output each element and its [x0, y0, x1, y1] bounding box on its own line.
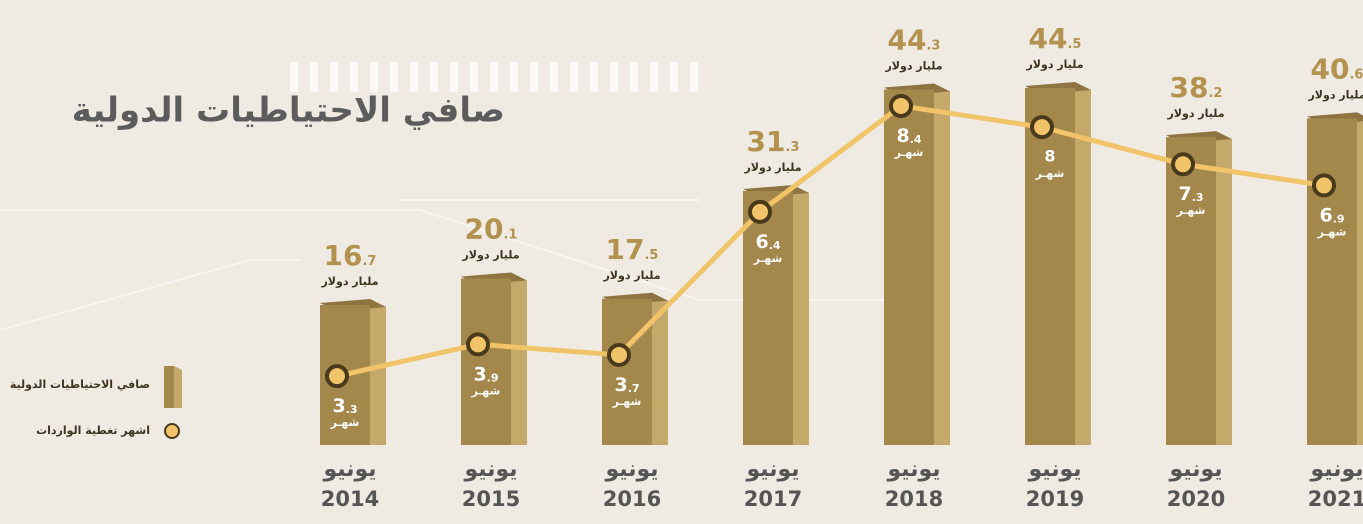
- bar: [1307, 118, 1357, 445]
- bar: [461, 278, 511, 445]
- bar: [602, 298, 652, 445]
- x-tick-label: 2014: [321, 487, 379, 511]
- line: [336, 103, 1325, 379]
- point-unit: شهـر: [894, 146, 924, 159]
- point-label: 3.9: [473, 363, 498, 385]
- value-label: 44.3: [888, 24, 941, 57]
- bar-side: [1075, 81, 1091, 445]
- point: [889, 93, 913, 118]
- legend-label: صافي الاحتياطيات الدولية: [10, 378, 150, 391]
- x-month-label: يونيو: [1309, 457, 1363, 482]
- point-unit: شهـر: [1176, 204, 1206, 217]
- bar-side: [793, 185, 809, 446]
- x-month-label: يونيو: [1027, 457, 1081, 482]
- point: [1171, 152, 1195, 177]
- x-month-label: يونيو: [322, 457, 376, 482]
- value-label: 38.2: [1170, 71, 1223, 104]
- x-month-label: يونيو: [745, 457, 799, 482]
- bar: [743, 191, 793, 445]
- point-unit: شهـر: [330, 416, 360, 429]
- x-month-label: يونيو: [463, 457, 517, 482]
- value-label: 40.6: [1311, 52, 1363, 85]
- point: [1030, 115, 1054, 140]
- point-label: 8: [1044, 147, 1055, 166]
- x-tick-label: 2018: [885, 487, 943, 511]
- point-unit: شهـر: [471, 384, 501, 397]
- bar: [1166, 137, 1216, 445]
- value-label: 31.3: [747, 125, 800, 158]
- point-unit: شهـر: [1317, 225, 1347, 238]
- x-month-label: يونيو: [886, 457, 940, 482]
- point: [748, 199, 772, 224]
- unit-label: مليار دولار: [320, 275, 378, 288]
- value-label: 20.1: [465, 212, 518, 245]
- point-unit: شهـر: [1035, 167, 1065, 180]
- point-unit: شهـر: [753, 252, 783, 265]
- bar-side: [370, 299, 386, 445]
- x-tick-label: 2021: [1308, 487, 1363, 511]
- bar-side: [511, 272, 527, 445]
- bar-side: [934, 83, 950, 445]
- x-month-label: يونيو: [1168, 457, 1222, 482]
- unit-label: مليار دولار: [884, 60, 942, 73]
- unit-label: مليار دولار: [1166, 107, 1224, 120]
- x-tick-label: 2015: [462, 487, 520, 511]
- chart-title: صافي الاحتياطيات الدولية: [72, 91, 505, 131]
- point: [466, 332, 490, 357]
- bar-side: [1216, 131, 1232, 445]
- point-unit: شهـر: [612, 395, 642, 408]
- legend-bar: [164, 366, 174, 408]
- point-label: 3.7: [614, 373, 639, 395]
- unit-label: مليار دولار: [602, 269, 660, 282]
- unit-label: مليار دولار: [461, 248, 519, 261]
- x-tick-label: 2017: [744, 487, 802, 511]
- legend-bar-side: [174, 366, 182, 408]
- value-label: 16.7: [324, 239, 377, 272]
- x-tick-label: 2019: [1026, 487, 1084, 511]
- value-label: 17.5: [606, 233, 659, 266]
- x-month-label: يونيو: [604, 457, 658, 482]
- x-tick-label: 2016: [603, 487, 661, 511]
- point-label: 6.4: [755, 230, 780, 252]
- point: [325, 364, 349, 389]
- point-label: 3.3: [332, 395, 357, 417]
- value-label: 44.5: [1029, 22, 1082, 55]
- legend-point: [164, 423, 180, 439]
- point: [607, 342, 631, 367]
- unit-label: مليار دولار: [1025, 58, 1083, 71]
- bar: [1025, 87, 1075, 445]
- bar-side: [1357, 112, 1363, 445]
- point-label: 8.4: [896, 124, 921, 146]
- bar-side: [652, 292, 668, 445]
- point: [1312, 173, 1336, 198]
- unit-label: مليار دولار: [1307, 88, 1363, 101]
- point-label: 6.9: [1319, 204, 1344, 226]
- title-stripes: [290, 62, 698, 92]
- legend-label: اشهر تغطية الواردات: [36, 424, 150, 437]
- x-tick-label: 2020: [1167, 487, 1225, 511]
- bar: [884, 89, 934, 445]
- point-label: 7.3: [1178, 183, 1203, 205]
- unit-label: مليار دولار: [743, 161, 801, 174]
